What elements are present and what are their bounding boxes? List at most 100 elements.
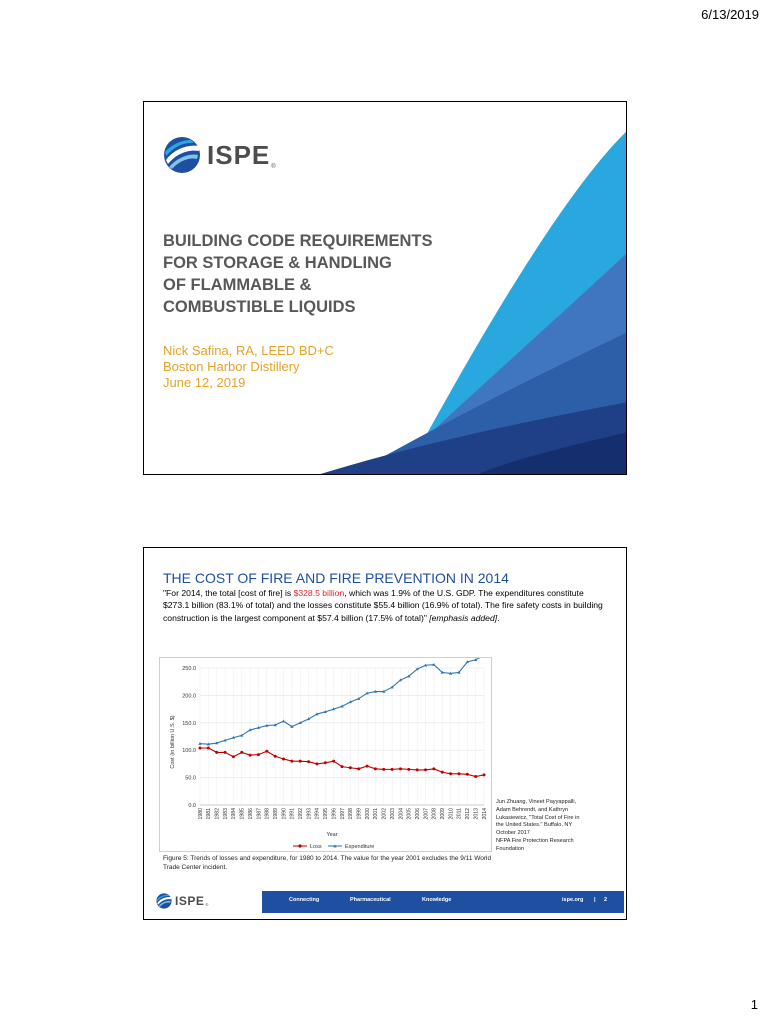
loss-data-point bbox=[348, 766, 352, 770]
expenditure-data-point bbox=[448, 671, 453, 675]
x-tick-label: 1989 bbox=[273, 808, 279, 820]
source-line: the United States." Buffalo, NY bbox=[496, 822, 573, 829]
loss-data-point bbox=[432, 767, 436, 771]
legend-loss-label: Loss bbox=[310, 844, 322, 850]
quote-end: . bbox=[497, 612, 500, 623]
source-line: NFPA Fire Protection Research bbox=[496, 837, 574, 844]
footer-ispe-logo: ISPE ® bbox=[156, 893, 208, 909]
slide-title: BUILDING CODE REQUIREMENTS FOR STORAGE &… bbox=[163, 230, 483, 318]
quote-highlight: $328.5 billion bbox=[293, 588, 345, 598]
expenditure-data-point bbox=[398, 678, 403, 682]
registered-mark: ® bbox=[271, 164, 276, 170]
expenditure-data-point bbox=[315, 712, 319, 716]
source-line: Adam Behrendt, and Kathryn bbox=[496, 806, 569, 813]
expenditure-data-point bbox=[273, 723, 277, 727]
quote-part: , which was 1.9% of the U.S. GDP. The ex… bbox=[163, 588, 603, 623]
expenditure-data-point bbox=[248, 728, 252, 732]
footer-separator: | bbox=[594, 897, 596, 903]
loss-data-point bbox=[298, 759, 302, 763]
x-tick-label: 2009 bbox=[440, 808, 446, 820]
loss-data-point bbox=[282, 757, 286, 761]
loss-data-point bbox=[323, 761, 327, 765]
x-tick-label: 1995 bbox=[323, 808, 329, 820]
title-line: COMBUSTIBLE LIQUIDS bbox=[163, 298, 356, 316]
loss-data-point bbox=[482, 773, 486, 777]
loss-data-point bbox=[256, 753, 260, 757]
expenditure-data-point bbox=[332, 707, 336, 711]
x-tick-label: 1980 bbox=[198, 808, 204, 820]
chart-grid bbox=[199, 667, 485, 806]
expenditure-data-point bbox=[265, 723, 269, 727]
quote-text: "For 2014, the total [cost of fire] is $… bbox=[163, 587, 608, 624]
loss-data-point bbox=[240, 750, 244, 754]
expenditure-data-point bbox=[306, 717, 311, 721]
loss-data-point bbox=[449, 772, 453, 776]
x-tick-label: 1983 bbox=[223, 808, 229, 820]
x-tick-label: 2002 bbox=[382, 808, 388, 820]
x-tick-label: 1998 bbox=[348, 808, 354, 820]
expenditure-data-point bbox=[240, 733, 244, 737]
ispe-logo: ISPE ® bbox=[163, 136, 276, 174]
registered-mark: ® bbox=[205, 902, 209, 907]
y-tick-label: 100.0 bbox=[182, 748, 196, 754]
source-line: Jun Zhuang, Vineet Payyappalli, bbox=[496, 799, 577, 805]
x-tick-label: 1997 bbox=[340, 808, 346, 820]
loss-data-point bbox=[398, 767, 402, 771]
expenditure-data-point bbox=[231, 735, 236, 739]
ispe-logo-icon bbox=[156, 893, 172, 909]
x-tick-label: 1986 bbox=[248, 808, 254, 820]
x-tick-label: 2006 bbox=[415, 808, 421, 820]
expenditure-data-point bbox=[348, 700, 352, 704]
expenditure-data-point bbox=[206, 742, 210, 746]
slide-title: THE COST OF FIRE AND FIRE PREVENTION IN … bbox=[163, 570, 509, 586]
expenditure-data-point bbox=[290, 724, 294, 728]
loss-data-point bbox=[474, 775, 478, 779]
x-tick-label: 2003 bbox=[390, 808, 396, 820]
x-tick-label: 1984 bbox=[231, 808, 237, 820]
loss-data-point bbox=[231, 755, 235, 759]
x-tick-label: 1999 bbox=[357, 808, 363, 820]
y-tick-label: 250.0 bbox=[182, 666, 196, 672]
expenditure-data-point bbox=[457, 670, 461, 674]
loss-data-point bbox=[215, 750, 219, 754]
loss-data-point bbox=[332, 759, 336, 763]
x-tick-label: 2007 bbox=[423, 808, 429, 820]
x-tick-label: 2005 bbox=[407, 808, 413, 820]
quote-emphasis: [emphasis added] bbox=[429, 612, 498, 623]
loss-data-point bbox=[223, 750, 227, 754]
expenditure-data-point bbox=[323, 710, 327, 714]
x-tick-label: 2000 bbox=[365, 808, 371, 820]
x-tick-label: 1982 bbox=[215, 808, 221, 820]
expenditure-data-point bbox=[365, 691, 369, 695]
cost-trend-chart: Cost (in billion U.S. $) Year Loss Expen… bbox=[159, 657, 492, 852]
loss-data-point bbox=[273, 754, 277, 758]
loss-data-point bbox=[465, 772, 469, 776]
x-tick-label: 1992 bbox=[298, 808, 304, 820]
x-tick-label: 1993 bbox=[306, 808, 312, 820]
expenditure-data-point bbox=[440, 670, 444, 674]
x-tick-label: 1996 bbox=[331, 808, 337, 820]
x-tick-label: 2012 bbox=[465, 808, 471, 820]
loss-data-point bbox=[365, 764, 369, 768]
expenditure-data-point bbox=[340, 704, 344, 708]
loss-data-point bbox=[340, 765, 344, 769]
ispe-logo-icon bbox=[164, 137, 200, 173]
footer-item-knowledge: Knowledge bbox=[422, 897, 452, 903]
presenter-organization: Boston Harbor Distillery bbox=[163, 359, 300, 374]
expenditure-data-point bbox=[474, 658, 478, 661]
x-tick-label: 1991 bbox=[290, 808, 296, 820]
loss-data-point bbox=[373, 767, 377, 771]
y-tick-label: 0.0 bbox=[188, 803, 196, 809]
footer-item-connecting: Connecting bbox=[289, 897, 320, 903]
expenditure-data-point bbox=[432, 663, 436, 666]
loss-data-point bbox=[307, 760, 311, 764]
expenditure-data-point bbox=[407, 674, 411, 678]
expenditure-data-point bbox=[423, 663, 428, 667]
title-line: FOR STORAGE & HANDLING bbox=[163, 254, 392, 272]
expenditure-data-point bbox=[415, 667, 419, 671]
chart-svg: Cost (in billion U.S. $) Year Loss Expen… bbox=[170, 658, 488, 850]
presentation-date: June 12, 2019 bbox=[163, 375, 246, 390]
presenter-info: Nick Safina, RA, LEED BD+C Boston Harbor… bbox=[163, 343, 334, 391]
footer-page-number: 2 bbox=[604, 897, 608, 903]
title-line: OF FLAMMABLE & bbox=[163, 276, 312, 294]
